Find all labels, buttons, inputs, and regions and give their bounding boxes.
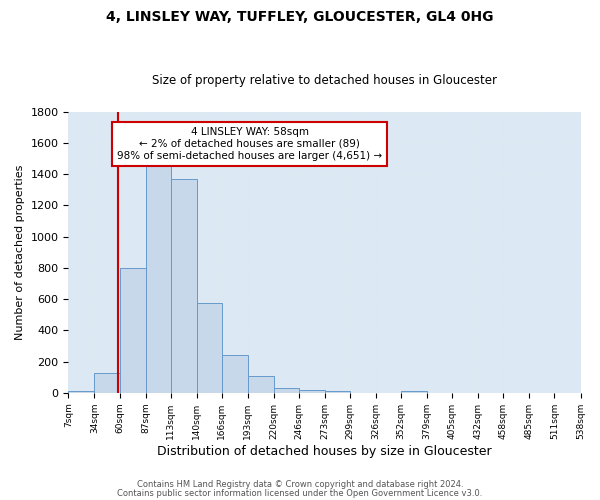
Bar [274, 388, 299, 393]
Text: Contains public sector information licensed under the Open Government Licence v3: Contains public sector information licen… [118, 488, 482, 498]
Bar [401, 392, 427, 393]
Text: 4 LINSLEY WAY: 58sqm
← 2% of detached houses are smaller (89)
98% of semi-detach: 4 LINSLEY WAY: 58sqm ← 2% of detached ho… [117, 128, 382, 160]
Bar [146, 164, 170, 393]
Bar [170, 179, 197, 393]
X-axis label: Distribution of detached houses by size in Gloucester: Distribution of detached houses by size … [157, 444, 492, 458]
Bar [222, 354, 248, 393]
Y-axis label: Number of detached properties: Number of detached properties [15, 164, 25, 340]
Bar [197, 303, 222, 393]
Bar [325, 392, 350, 393]
Title: Size of property relative to detached houses in Gloucester: Size of property relative to detached ho… [152, 74, 497, 87]
Bar [68, 392, 94, 393]
Text: Contains HM Land Registry data © Crown copyright and database right 2024.: Contains HM Land Registry data © Crown c… [137, 480, 463, 489]
Text: 4, LINSLEY WAY, TUFFLEY, GLOUCESTER, GL4 0HG: 4, LINSLEY WAY, TUFFLEY, GLOUCESTER, GL4… [106, 10, 494, 24]
Bar [248, 376, 274, 393]
Bar [299, 390, 325, 393]
Bar [94, 372, 119, 393]
Bar [119, 268, 146, 393]
